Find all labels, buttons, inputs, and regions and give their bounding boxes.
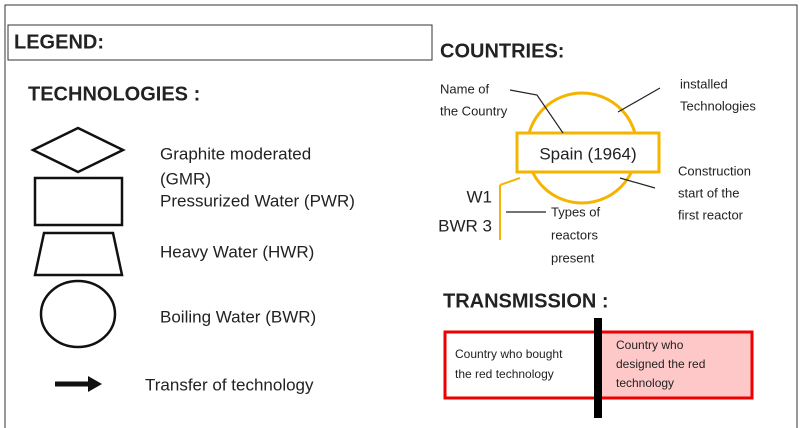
hwr-symbol	[33, 231, 124, 277]
tech-label: Heavy Water (HWR)	[160, 242, 314, 261]
countries-title: COUNTRIES:	[440, 40, 564, 62]
note: the Country	[440, 103, 508, 118]
transmission-title: TRANSMISSION :	[443, 290, 609, 312]
divider-bar	[594, 318, 602, 418]
designer-fill	[598, 332, 752, 398]
frame	[4, 4, 798, 428]
reactor-label: BWR 3	[438, 216, 492, 235]
tech-label: Boiling Water (BWR)	[160, 307, 316, 326]
tech-label: (GMR)	[160, 169, 211, 188]
designer-text: Country who	[616, 338, 684, 352]
country-box	[515, 131, 661, 174]
country-example: Spain (1964)	[539, 144, 636, 163]
designer-text: technology	[616, 376, 674, 390]
note: first reactor	[678, 207, 744, 222]
tech-label: Pressurized Water (PWR)	[160, 191, 355, 210]
note: installed	[680, 76, 728, 91]
reactor-bracket	[499, 177, 521, 240]
designer-text: designed the red	[616, 357, 705, 371]
buyer-text: Country who bought	[455, 347, 563, 361]
tech-label: Transfer of technology	[145, 375, 314, 394]
reactor-label: W1	[467, 187, 493, 206]
bwr-symbol	[39, 279, 117, 349]
note: Types of	[551, 204, 601, 219]
note: reactors	[551, 227, 598, 242]
legend-box	[7, 24, 433, 61]
note: Name of	[440, 81, 490, 96]
note: start of the	[678, 185, 739, 200]
gmr-symbol	[30, 126, 126, 174]
technologies-title: TECHNOLOGIES :	[28, 83, 200, 105]
note: present	[551, 250, 595, 265]
tech-label: Graphite moderated	[160, 144, 311, 163]
transfer-arrow-head	[88, 376, 102, 392]
callout-lines	[506, 87, 661, 213]
pwr-symbol	[33, 176, 124, 227]
buyer-text: the red technology	[455, 367, 554, 381]
legend-title: LEGEND:	[14, 31, 104, 53]
note: Construction	[678, 163, 751, 178]
note: Technologies	[680, 98, 756, 113]
